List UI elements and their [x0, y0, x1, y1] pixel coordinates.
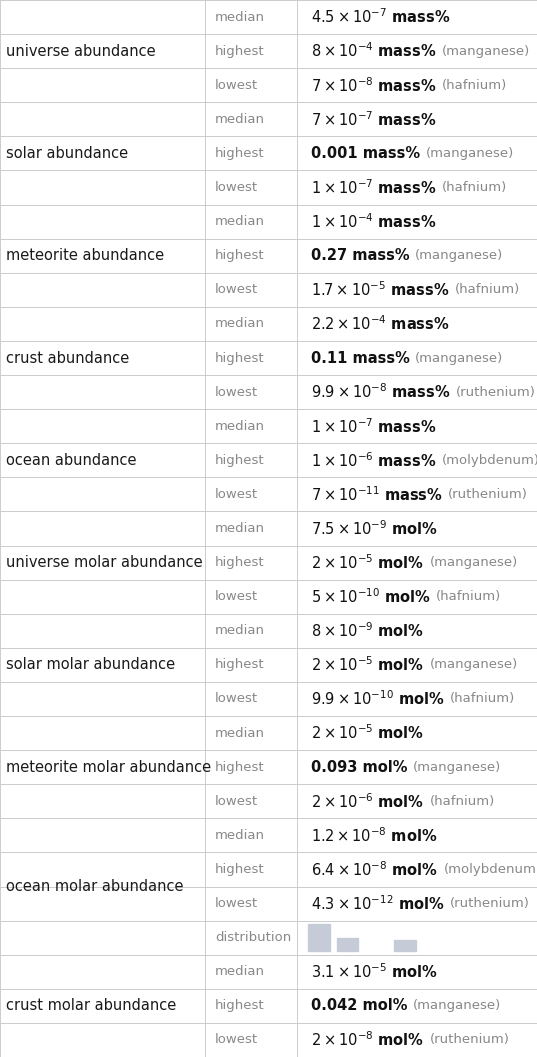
Text: $9.9\times10^{-8}$ mass%: $9.9\times10^{-8}$ mass%	[311, 383, 451, 402]
Text: median: median	[215, 965, 265, 979]
Text: solar abundance: solar abundance	[6, 146, 128, 161]
Text: $7\times10^{-11}$ mass%: $7\times10^{-11}$ mass%	[311, 485, 443, 504]
Text: lowest: lowest	[215, 1034, 258, 1046]
Text: (hafnium): (hafnium)	[430, 795, 495, 808]
Text: 0.27 mass%: 0.27 mass%	[311, 248, 410, 263]
Text: highest: highest	[215, 659, 264, 671]
Text: meteorite molar abundance: meteorite molar abundance	[6, 760, 212, 775]
Text: median: median	[215, 522, 265, 535]
Bar	[308, 924, 330, 951]
Text: $2.2\times10^{-4}$ mass%: $2.2\times10^{-4}$ mass%	[311, 315, 449, 333]
Text: $2\times10^{-5}$ mol%: $2\times10^{-5}$ mol%	[311, 724, 424, 742]
Text: median: median	[215, 420, 265, 432]
Text: highest: highest	[215, 453, 264, 467]
Text: $1\times10^{-7}$ mass%: $1\times10^{-7}$ mass%	[311, 416, 437, 435]
Text: (ruthenium): (ruthenium)	[456, 386, 535, 398]
Text: (hafnium): (hafnium)	[454, 283, 520, 296]
Text: median: median	[215, 11, 265, 23]
Text: (manganese): (manganese)	[415, 352, 503, 365]
Text: lowest: lowest	[215, 78, 258, 92]
Text: median: median	[215, 317, 265, 331]
Text: $1.7\times10^{-5}$ mass%: $1.7\times10^{-5}$ mass%	[311, 280, 449, 299]
Text: median: median	[215, 726, 265, 740]
Text: (molybdenum): (molybdenum)	[444, 863, 537, 876]
Text: (manganese): (manganese)	[425, 147, 514, 160]
Text: $8\times10^{-9}$ mol%: $8\times10^{-9}$ mol%	[311, 622, 424, 641]
Text: (manganese): (manganese)	[413, 999, 501, 1013]
Text: (hafnium): (hafnium)	[442, 181, 507, 194]
Text: 0.093 mol%: 0.093 mol%	[311, 760, 408, 775]
Text: highest: highest	[215, 249, 264, 262]
Text: meteorite abundance: meteorite abundance	[6, 248, 164, 263]
Text: distribution: distribution	[215, 931, 291, 944]
Text: (ruthenium): (ruthenium)	[450, 897, 530, 910]
Text: $9.9\times10^{-10}$ mol%: $9.9\times10^{-10}$ mol%	[311, 689, 445, 708]
Text: lowest: lowest	[215, 386, 258, 398]
Text: $2\times10^{-6}$ mol%: $2\times10^{-6}$ mol%	[311, 792, 424, 811]
Text: highest: highest	[215, 556, 264, 569]
Text: (hafnium): (hafnium)	[436, 590, 501, 604]
Text: $2\times10^{-5}$ mol%: $2\times10^{-5}$ mol%	[311, 553, 424, 572]
Text: median: median	[215, 625, 265, 637]
Text: (manganese): (manganese)	[442, 44, 530, 58]
Text: (molybdenum): (molybdenum)	[442, 453, 537, 467]
Text: (manganese): (manganese)	[430, 556, 518, 569]
Text: $3.1\times10^{-5}$ mol%: $3.1\times10^{-5}$ mol%	[311, 963, 438, 981]
Text: lowest: lowest	[215, 795, 258, 808]
Text: ocean molar abundance: ocean molar abundance	[6, 879, 184, 894]
Text: median: median	[215, 829, 265, 841]
Bar	[337, 938, 358, 951]
Text: $7\times10^{-7}$ mass%: $7\times10^{-7}$ mass%	[311, 110, 437, 129]
Text: highest: highest	[215, 44, 264, 58]
Text: crust abundance: crust abundance	[6, 351, 130, 366]
Text: highest: highest	[215, 999, 264, 1013]
Text: crust molar abundance: crust molar abundance	[6, 999, 177, 1014]
Text: (manganese): (manganese)	[430, 659, 518, 671]
Text: lowest: lowest	[215, 590, 258, 604]
Text: (hafnium): (hafnium)	[450, 692, 515, 705]
Text: 0.11 mass%: 0.11 mass%	[311, 351, 410, 366]
Text: (ruthenium): (ruthenium)	[430, 1034, 510, 1046]
Text: 0.001 mass%: 0.001 mass%	[311, 146, 420, 161]
Text: lowest: lowest	[215, 488, 258, 501]
Text: universe abundance: universe abundance	[6, 43, 156, 58]
Text: lowest: lowest	[215, 692, 258, 705]
Text: highest: highest	[215, 863, 264, 876]
Text: median: median	[215, 216, 265, 228]
Text: $2\times10^{-8}$ mol%: $2\times10^{-8}$ mol%	[311, 1031, 424, 1050]
Text: median: median	[215, 113, 265, 126]
Text: $5\times10^{-10}$ mol%: $5\times10^{-10}$ mol%	[311, 588, 431, 606]
Text: $1\times10^{-6}$ mass%: $1\times10^{-6}$ mass%	[311, 451, 437, 469]
Text: solar molar abundance: solar molar abundance	[6, 657, 176, 672]
Text: $1\times10^{-7}$ mass%: $1\times10^{-7}$ mass%	[311, 179, 437, 197]
Text: (hafnium): (hafnium)	[442, 78, 507, 92]
Text: universe molar abundance: universe molar abundance	[6, 555, 203, 570]
Bar	[394, 941, 416, 951]
Text: $8\times10^{-4}$ mass%: $8\times10^{-4}$ mass%	[311, 42, 437, 60]
Text: ocean abundance: ocean abundance	[6, 452, 137, 468]
Text: lowest: lowest	[215, 283, 258, 296]
Text: $7.5\times10^{-9}$ mol%: $7.5\times10^{-9}$ mol%	[311, 519, 438, 538]
Text: highest: highest	[215, 147, 264, 160]
Text: (ruthenium): (ruthenium)	[448, 488, 528, 501]
Text: $4.5\times10^{-7}$ mass%: $4.5\times10^{-7}$ mass%	[311, 7, 451, 26]
Text: lowest: lowest	[215, 181, 258, 194]
Text: $7\times10^{-8}$ mass%: $7\times10^{-8}$ mass%	[311, 76, 437, 94]
Text: lowest: lowest	[215, 897, 258, 910]
Text: $6.4\times10^{-8}$ mol%: $6.4\times10^{-8}$ mol%	[311, 860, 438, 878]
Text: $1.2\times10^{-8}$ mol%: $1.2\times10^{-8}$ mol%	[311, 826, 437, 845]
Text: highest: highest	[215, 352, 264, 365]
Text: $1\times10^{-4}$ mass%: $1\times10^{-4}$ mass%	[311, 212, 437, 231]
Text: highest: highest	[215, 761, 264, 774]
Text: $4.3\times10^{-12}$ mol%: $4.3\times10^{-12}$ mol%	[311, 894, 445, 913]
Text: $2\times10^{-5}$ mol%: $2\times10^{-5}$ mol%	[311, 655, 424, 674]
Text: (manganese): (manganese)	[415, 249, 503, 262]
Text: (manganese): (manganese)	[413, 761, 501, 774]
Text: 0.042 mol%: 0.042 mol%	[311, 999, 408, 1014]
